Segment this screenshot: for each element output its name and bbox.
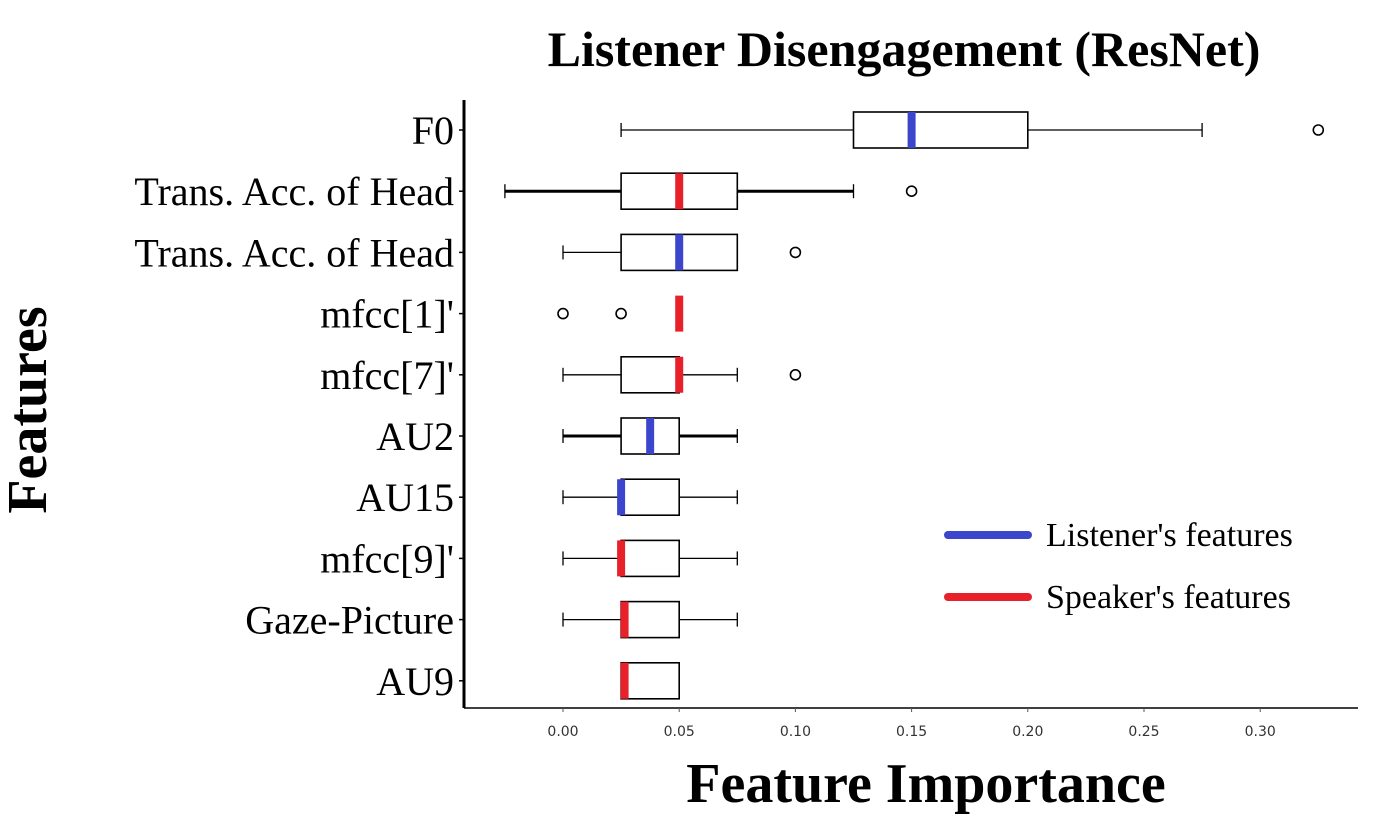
category-label: AU9 [376, 659, 454, 704]
outlier-point [1312, 124, 1325, 136]
category-label: mfcc[7]' [320, 353, 454, 398]
category-label: Trans. Acc. of Head [134, 230, 454, 275]
box [620, 661, 680, 700]
box-group: AU15 [356, 475, 738, 520]
chart-title: Listener Disengagement (ResNet) [548, 21, 1261, 77]
category-label: AU2 [376, 414, 454, 459]
box-group: AU9 [376, 659, 680, 704]
legend-label: Listener's features [1046, 517, 1293, 554]
x-tick-label: 0.05 [664, 724, 695, 740]
x-tick-label: 0.20 [1012, 724, 1043, 740]
box [620, 355, 680, 394]
x-tick-label: 0.15 [896, 724, 927, 740]
box-group: Gaze-Picture [245, 598, 738, 643]
legend: Listener's features Speaker's features [944, 517, 1293, 616]
plot-area: 0.00 0.05 0.10 0.15 0.20 0.25 0.30 F0 Trans. Acc… [134, 100, 1358, 740]
x-tick-label: 0.25 [1128, 724, 1159, 740]
box [852, 111, 1029, 149]
legend-label: Speaker's features [1046, 579, 1291, 616]
box-group: mfcc[1]' [320, 292, 684, 337]
category-label: mfcc[9]' [320, 536, 454, 581]
category-label: Gaze-Picture [245, 598, 454, 643]
box-group: F0 [412, 108, 1325, 153]
category-label: AU15 [356, 475, 454, 520]
box-group: mfcc[9]' [320, 536, 738, 581]
x-tick-label: 0.00 [547, 724, 578, 740]
outlier-point [905, 185, 918, 197]
outlier-point [789, 246, 802, 259]
outlier-point [615, 307, 627, 320]
box-group: Trans. Acc. of Head [134, 169, 918, 214]
x-axis-label: Feature Importance [686, 753, 1166, 815]
box-group: Trans. Acc. of Head [134, 230, 802, 275]
x-tick-label: 0.10 [780, 724, 811, 740]
box [620, 600, 680, 639]
category-label: Trans. Acc. of Head [134, 169, 454, 214]
box-group: AU2 [376, 414, 738, 459]
box [620, 478, 680, 517]
box [620, 539, 680, 578]
y-axis-label: Features [0, 306, 59, 513]
category-label: F0 [412, 108, 454, 153]
outlier-point [789, 368, 802, 381]
outlier-point [557, 307, 569, 320]
box-group: mfcc[7]' [320, 353, 802, 398]
category-label: mfcc[1]' [320, 292, 454, 337]
x-tick-label: 0.30 [1245, 724, 1276, 740]
